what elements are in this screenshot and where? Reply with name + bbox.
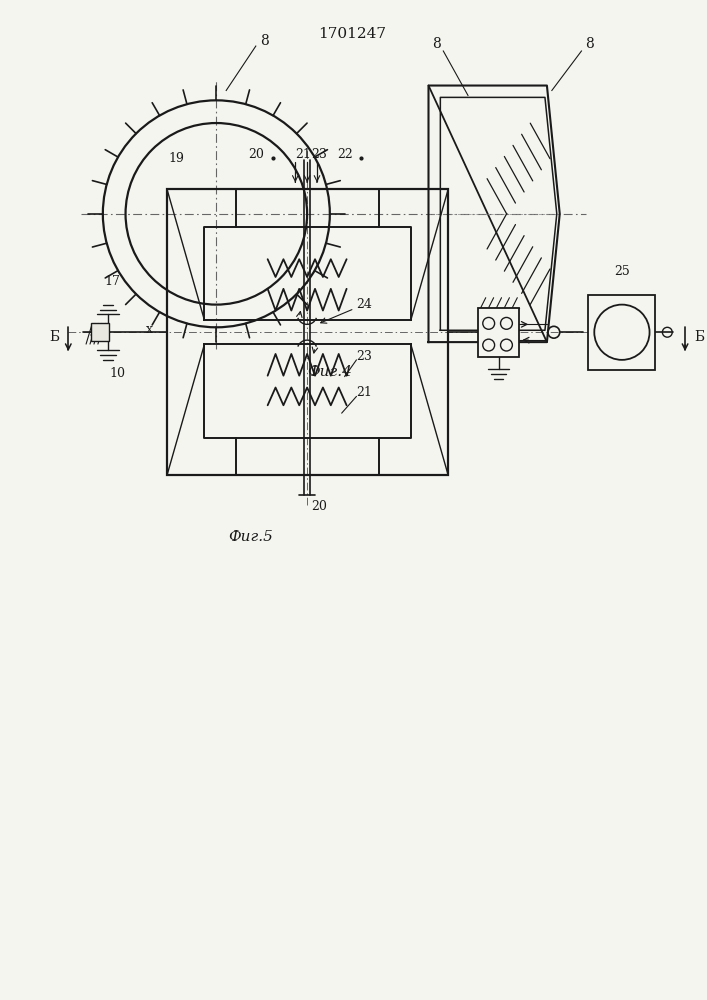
Bar: [478, 308, 519, 357]
Text: 17: 17: [105, 275, 121, 288]
Text: Фиг.5: Фиг.5: [228, 530, 274, 544]
Text: 8: 8: [585, 37, 594, 51]
Text: 19: 19: [169, 152, 185, 165]
Bar: [588, 295, 655, 370]
Text: 25: 25: [614, 265, 630, 278]
Text: Фиг.4: Фиг.4: [308, 365, 352, 379]
Text: 23: 23: [356, 350, 373, 363]
Text: 21: 21: [296, 148, 311, 161]
Text: 21: 21: [356, 386, 373, 399]
Text: 8: 8: [259, 34, 269, 48]
Text: 8: 8: [432, 37, 440, 51]
Text: 1701247: 1701247: [319, 27, 387, 41]
Text: 20: 20: [248, 148, 264, 161]
Text: Б: Б: [694, 330, 704, 344]
Bar: [167, 189, 448, 475]
Text: 20: 20: [311, 500, 327, 513]
Text: 22: 22: [337, 148, 353, 161]
Text: Б: Б: [49, 330, 59, 344]
Text: 24: 24: [356, 298, 373, 311]
Bar: [91, 323, 109, 341]
Text: 23: 23: [311, 148, 327, 161]
Text: x: x: [146, 323, 153, 336]
Text: 10: 10: [110, 367, 126, 380]
